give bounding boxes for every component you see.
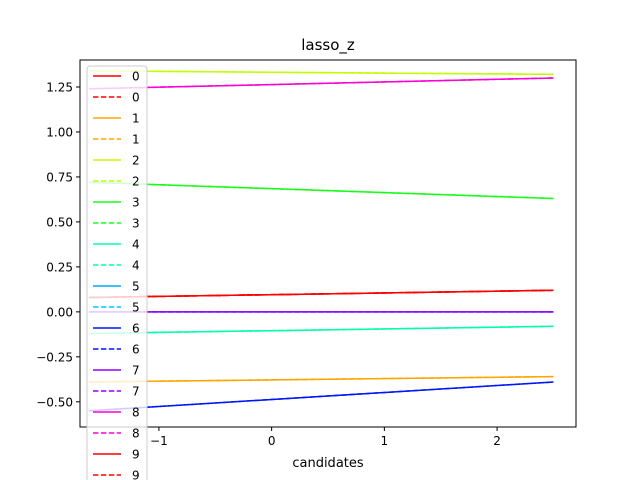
legend-label: 6 [132, 343, 140, 357]
series-line-8-dashed [88, 77, 554, 90]
legend-label: 0 [132, 91, 140, 105]
legend-label: 8 [132, 406, 140, 420]
legend-label: 0 [132, 70, 140, 84]
axes-frame [79, 59, 577, 428]
y-tick-label: 1.25 [46, 80, 73, 94]
series-line-4-dashed [88, 325, 554, 335]
legend-label: 7 [132, 385, 140, 399]
series-layer [88, 70, 554, 412]
y-tick-label: −0.50 [36, 395, 73, 409]
y-tick-label: −0.25 [36, 350, 73, 364]
y-tick-label: 0.00 [46, 305, 73, 319]
legend-label: 5 [132, 280, 140, 294]
legend-label: 3 [132, 217, 140, 231]
legend-label: 5 [132, 301, 140, 315]
x-axis-label: candidates [292, 456, 364, 471]
legend-label: 3 [132, 196, 140, 210]
legend-label: 2 [132, 154, 140, 168]
series-line-1-dashed [88, 375, 554, 383]
y-tick-label: 0.75 [46, 170, 73, 184]
legend-label: 8 [132, 427, 140, 441]
legend-label: 6 [132, 322, 140, 336]
y-tick-label: 0.25 [46, 260, 73, 274]
x-tick-label: 2 [493, 434, 501, 448]
y-tick-label: 1.00 [46, 125, 73, 139]
x-tick-label: 0 [268, 434, 276, 448]
legend-label: 1 [132, 112, 140, 126]
legend-box [86, 65, 148, 480]
legend-label: 7 [132, 364, 140, 378]
legend-label: 4 [132, 238, 140, 252]
series-line-9-dashed [88, 289, 554, 299]
legend-label: 2 [132, 175, 140, 189]
x-axis-ticks: −1 0 1 2 [150, 427, 501, 448]
series-line-6-dashed [88, 381, 554, 412]
x-tick-label: 1 [381, 434, 389, 448]
chart-title: lasso_z [301, 36, 355, 55]
y-axis-ticks: −0.50 −0.25 0.00 0.25 0.50 0.75 1.00 1.25 [36, 80, 80, 409]
legend-label: 1 [132, 133, 140, 147]
legend-label: 9 [132, 448, 140, 462]
series-line-2-dashed [88, 70, 554, 76]
x-tick-label: −1 [150, 434, 168, 448]
plot-area: −1 0 1 2 −0.50 −0.25 0.00 0.25 0.50 0.75 1.00 1.25 [36, 59, 577, 448]
legend-label: 4 [132, 259, 140, 273]
y-tick-label: 0.50 [46, 215, 73, 229]
legend-label: 9 [132, 469, 140, 480]
legend: 0 0 1 1 2 2 3 3 4 4 5 5 6 6 7 7 8 8 9 9 [86, 65, 148, 480]
series-line-3-dashed [88, 181, 554, 200]
